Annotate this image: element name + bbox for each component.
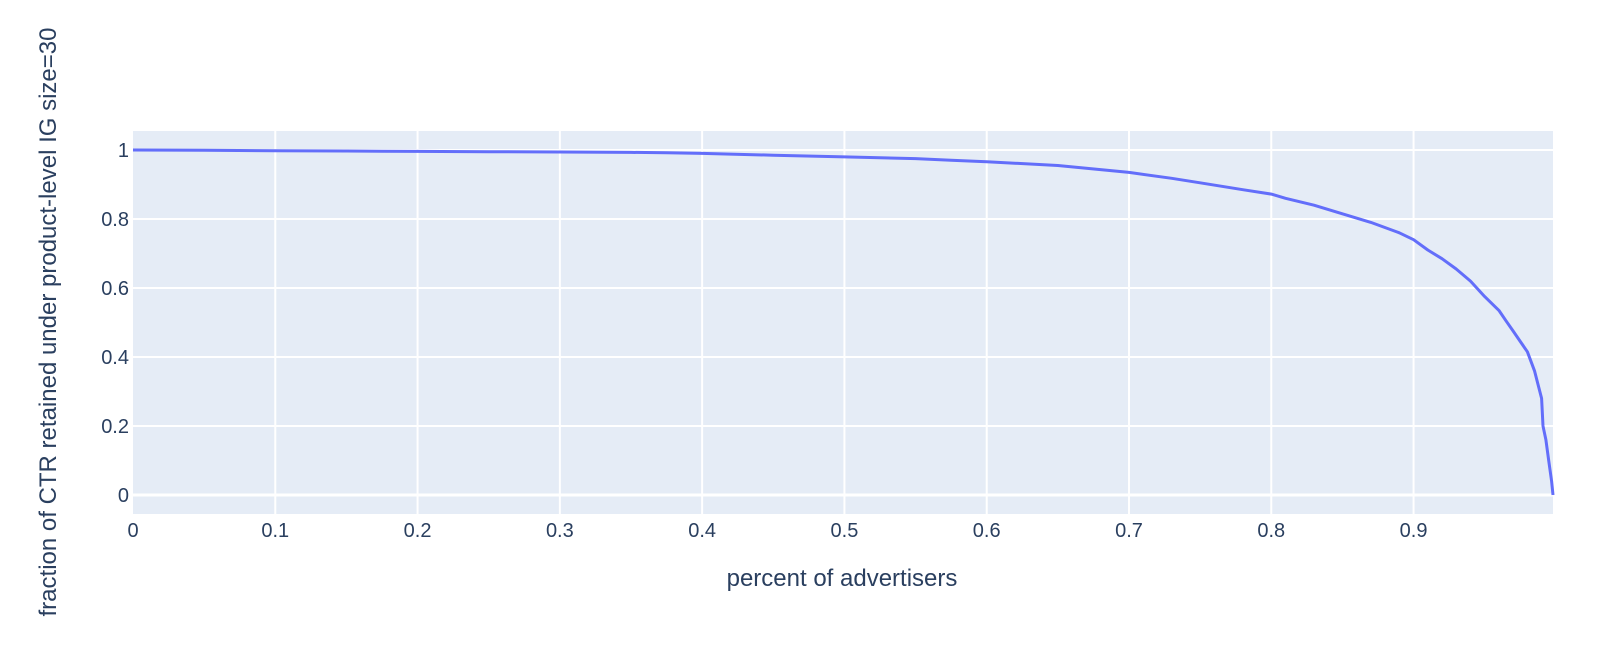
y-axis-ticks: 0 0.2 0.4 0.6 0.8 1 [101, 140, 129, 507]
y-tick-label: 0.8 [101, 209, 129, 231]
grid-lines [133, 131, 1553, 514]
x-tick-label: 0.3 [546, 520, 574, 542]
x-tick-label: 0.8 [1257, 520, 1285, 542]
x-tick-label: 0.4 [688, 520, 716, 542]
y-tick-label: 0 [118, 485, 129, 507]
x-tick-label: 0.1 [261, 520, 289, 542]
y-tick-label: 1 [118, 140, 129, 162]
y-axis-title: fraction of CTR retained under product-l… [35, 28, 62, 617]
series-line [132, 148, 1555, 496]
y-tick-label: 0.4 [101, 347, 129, 369]
x-axis-ticks: 0 0.1 0.2 0.3 0.4 0.5 0.6 0.7 0.8 0.9 [127, 520, 1427, 542]
x-tick-label: 0.6 [973, 520, 1001, 542]
plot-area [133, 131, 1553, 514]
x-tick-label: 0.9 [1400, 520, 1428, 542]
x-tick-label: 0.2 [404, 520, 432, 542]
y-tick-label: 0.2 [101, 416, 129, 438]
x-axis-title: percent of advertisers [727, 565, 958, 592]
x-tick-label: 0.5 [831, 520, 859, 542]
x-tick-label: 0 [127, 520, 138, 542]
x-tick-label: 0.7 [1115, 520, 1143, 542]
y-tick-label: 0.6 [101, 278, 129, 300]
